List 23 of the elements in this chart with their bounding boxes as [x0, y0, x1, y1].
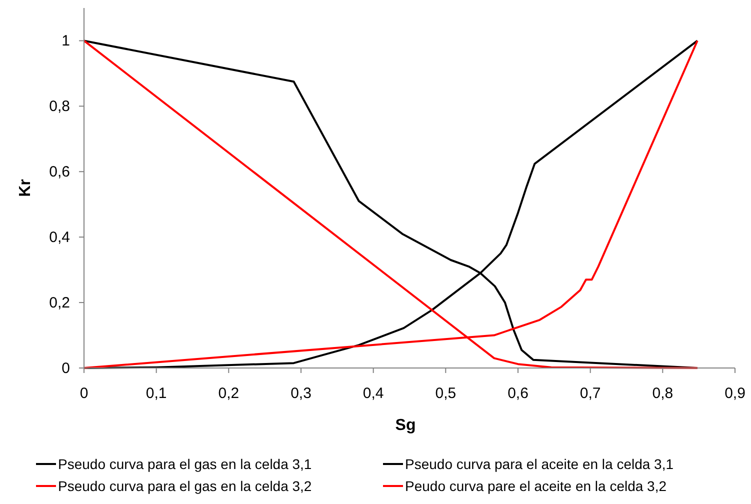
x-tick-label: 0,7 [580, 385, 601, 402]
x-axis-title: Sg [395, 417, 416, 434]
y-tick-label: 1 [62, 32, 70, 50]
x-tick-label: 0,2 [218, 385, 240, 402]
x-tick-label: 0,3 [290, 385, 312, 402]
x-tick-label: 0,9 [724, 385, 746, 402]
legend-label: Pseudo curva para el gas en la celda 3,1 [58, 456, 312, 472]
x-tick-label: 0,1 [146, 385, 167, 402]
x-tick-label: 0,8 [652, 385, 674, 402]
line-series [83, 40, 698, 369]
y-tick-label: 0,4 [49, 229, 70, 246]
y-tick-label: 0 [62, 360, 70, 377]
y-tick-label: 0,8 [49, 98, 70, 116]
y-axis-title: Kr [17, 179, 34, 197]
x-tick-label: 0,5 [435, 385, 456, 402]
legend-label: Pseudo curva para el gas en la celda 3,2 [58, 478, 312, 494]
x-tick-label: 0,4 [362, 385, 384, 402]
legend-label: Pseudo curva para el aceite en la celda 3,1 [405, 456, 674, 472]
legend-label: Peudo curva pare el aceite en la celda 3,2 [405, 478, 667, 494]
y-tick-label: 0,6 [49, 164, 70, 181]
x-tick-label: 0 [80, 385, 88, 402]
x-tick-label: 0,6 [508, 385, 528, 402]
y-tick-label: 0,2 [49, 294, 70, 312]
